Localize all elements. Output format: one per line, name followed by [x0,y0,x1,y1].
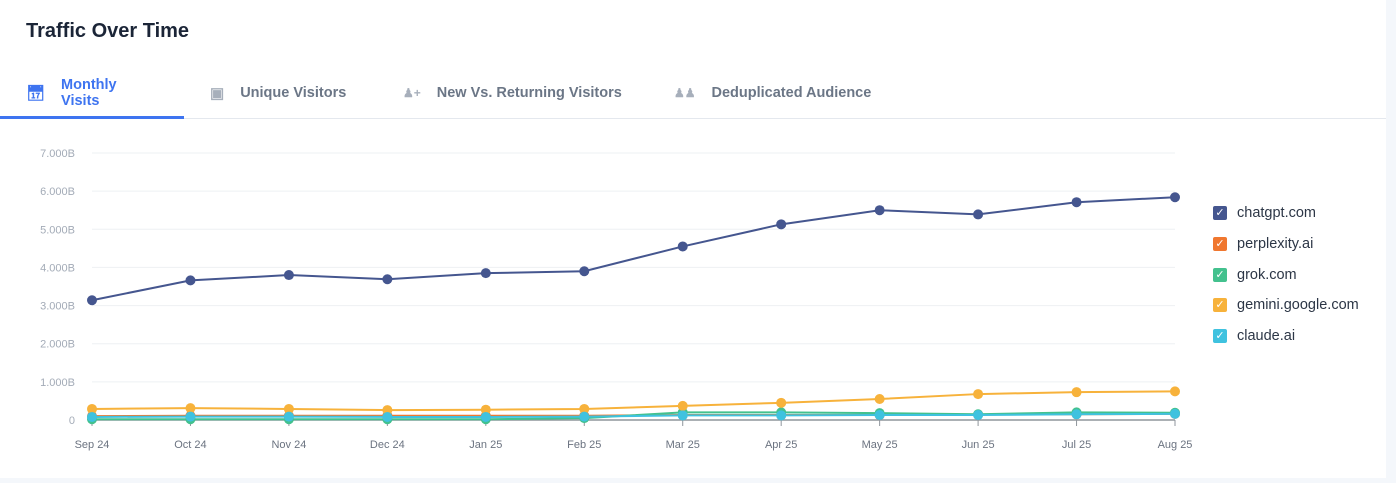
legend-label: chatgpt.com [1237,205,1316,222]
x-tick-label: Mar 25 [666,439,700,451]
x-tick-label: Apr 25 [765,439,797,451]
data-point [579,403,590,414]
card-title: Traffic Over Time [26,20,190,42]
data-point [776,397,787,408]
x-tick-label: Jan 25 [469,439,502,451]
data-point [973,209,984,220]
calendar-icon: 📅︎ [26,85,46,102]
legend-label: perplexity.ai [1237,236,1314,253]
id-card-icon: ▣ [210,85,225,102]
data-point [579,411,590,422]
line-chart: 0 1.000B 2.000B 3.000B 4.000B 5.000B 6.000B 7.0… [40,148,1193,451]
tab-label: New Vs. Returning Visitors [436,85,622,101]
series-line-gemini.google.com [91,390,1176,412]
legend-item[interactable]: ✓ claude.ai [1213,321,1359,352]
tab-label: Unique Visitors [240,85,347,101]
data-point [185,275,196,286]
checkbox-icon: ✓ [1213,237,1227,252]
users-icon: ♟♟ [674,86,696,100]
tab-monthly-visits[interactable]: 📅︎ Monthly Visits [0,70,184,119]
data-point [677,400,688,411]
data-point [973,389,984,400]
data-point [776,410,787,421]
x-tick-label: Jul 25 [1062,439,1091,451]
legend-item[interactable]: ✓ chatgpt.com [1213,198,1359,229]
data-point [480,411,491,422]
data-point [1071,387,1082,398]
legend-item[interactable]: ✓ perplexity.ai [1213,229,1359,260]
y-tick-label: 0 [69,415,75,427]
data-point [283,403,294,414]
data-point [1170,192,1180,203]
legend-label: gemini.google.com [1237,297,1359,314]
x-tick-label: Dec 24 [370,439,405,451]
data-point [1170,408,1180,419]
data-point [579,266,590,277]
x-tick-label: Nov 24 [271,439,306,451]
checkbox-icon: ✓ [1213,298,1227,313]
tab-label: Monthly Visits [61,77,117,109]
legend: ✓ chatgpt.com ✓ perplexity.ai ✓ grok.com ✓ gemi… [1213,198,1359,351]
data-point [382,405,393,416]
tab-deduplicated-audience[interactable]: ♟♟ Deduplicated Audience [674,70,871,116]
data-point [874,410,885,421]
data-point [677,410,688,421]
checkbox-icon: ✓ [1213,329,1227,344]
data-point [1071,409,1082,420]
x-tick-label: Feb 25 [567,439,601,451]
legend-label: claude.ai [1237,328,1296,345]
y-tick-label: 7.000B [40,148,75,160]
data-point [283,411,294,422]
data-point [677,241,688,252]
legend-item[interactable]: ✓ grok.com [1213,259,1359,290]
x-tick-label: Sep 24 [75,439,110,451]
tab-unique-visitors[interactable]: ▣ Unique Visitors [210,70,346,116]
legend-item[interactable]: ✓ gemini.google.com [1213,290,1359,321]
y-tick-label: 5.000B [40,224,75,236]
scrollbar[interactable] [1386,0,1396,483]
data-point [283,270,294,281]
checkbox-icon: ✓ [1213,206,1227,221]
data-point [1071,197,1082,208]
y-tick-label: 6.000B [40,186,75,198]
data-point [87,411,97,422]
data-point [185,411,196,422]
data-point [874,394,885,405]
data-point [874,205,885,216]
data-point [382,411,393,422]
tab-new-vs-returning[interactable]: ♟+ New Vs. Returning Visitors [403,70,622,116]
data-point [480,404,491,415]
x-tick-label: Jun 25 [962,439,995,451]
tab-label: Deduplicated Audience [711,85,872,101]
data-point [382,274,393,285]
tab-bar: 📅︎ Monthly Visits ▣ Unique Visitors ♟+ New … [0,70,1386,119]
data-point [87,295,97,306]
series-line-chatgpt.com [91,196,1176,302]
data-point [973,410,984,421]
data-point [185,403,196,414]
user-plus-icon: ♟+ [403,86,421,100]
y-tick-label: 2.000B [40,339,75,351]
data-point [776,219,787,230]
x-tick-label: Oct 24 [174,439,206,451]
checkbox-icon: ✓ [1213,267,1227,282]
x-tick-label: May 25 [862,439,898,451]
x-tick-label: Aug 25 [1158,439,1193,451]
series-line-claude.ai [91,412,1176,418]
y-tick-label: 3.000B [40,301,75,313]
y-tick-label: 1.000B [40,377,75,389]
data-point [1170,386,1180,397]
data-point [480,268,491,279]
y-tick-label: 4.000B [40,262,75,274]
legend-label: grok.com [1237,266,1297,283]
data-point [87,403,97,414]
